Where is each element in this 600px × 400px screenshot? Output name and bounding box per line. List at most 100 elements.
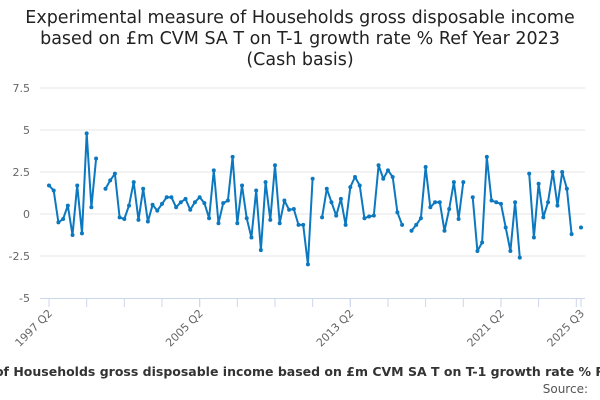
series-line (49, 133, 581, 264)
x-tick-label: 2021 Q2 (465, 307, 508, 350)
data-point (282, 198, 287, 203)
data-point (244, 216, 249, 221)
y-tick-label: -5 (19, 292, 30, 305)
data-point (301, 222, 306, 227)
data-point (65, 203, 70, 208)
y-tick-label: 5 (23, 124, 30, 137)
data-point (418, 216, 423, 221)
data-point (216, 221, 221, 226)
data-point (150, 202, 155, 207)
data-point (423, 164, 428, 169)
data-point (508, 248, 513, 253)
data-point (400, 222, 405, 227)
x-axis-label: of Households gross disposable income ba… (0, 364, 600, 379)
data-point (221, 201, 226, 206)
x-tick-label: 2013 Q2 (314, 307, 357, 350)
data-point (159, 201, 164, 206)
data-point (442, 228, 447, 233)
data-point (79, 231, 84, 236)
data-point (94, 156, 99, 161)
data-point (127, 203, 132, 208)
data-point (122, 217, 127, 222)
data-point (230, 154, 235, 159)
data-point (371, 213, 376, 218)
data-point (268, 217, 273, 222)
data-point (456, 217, 461, 222)
data-point (131, 180, 136, 185)
data-point (155, 208, 160, 213)
data-point (376, 163, 381, 168)
data-point (235, 221, 240, 226)
y-tick-label: 7.5 (13, 82, 31, 95)
data-point (320, 215, 325, 220)
data-point (117, 215, 122, 220)
data-point (188, 207, 193, 212)
data-point (353, 175, 358, 180)
data-point (451, 180, 456, 185)
data-point (503, 225, 508, 230)
data-point (390, 175, 395, 180)
x-tick-label: 2025 Q3 (545, 307, 588, 350)
data-point (89, 205, 94, 210)
data-point (225, 198, 230, 203)
data-point (385, 168, 390, 173)
data-point (51, 188, 56, 193)
data-point (108, 178, 113, 183)
data-point (489, 198, 494, 203)
data-point (240, 183, 245, 188)
data-point (178, 200, 183, 205)
data-point (362, 216, 367, 221)
source-note: Source: (542, 382, 588, 396)
data-point (546, 200, 551, 205)
data-point (263, 180, 268, 185)
data-point (381, 176, 386, 181)
data-point (536, 181, 541, 186)
data-point (249, 235, 254, 240)
data-point (409, 228, 414, 233)
data-point (145, 219, 150, 224)
data-point (112, 171, 117, 176)
data-point (461, 180, 466, 185)
data-point (197, 195, 202, 200)
x-tick-label: 1997 Q2 (13, 307, 56, 350)
data-point (47, 183, 51, 188)
data-point (428, 205, 433, 210)
data-point (531, 235, 536, 240)
data-point (357, 183, 362, 188)
data-point (183, 196, 188, 201)
data-point (334, 213, 339, 218)
data-point (470, 195, 475, 200)
y-tick-label: -2.5 (9, 250, 30, 263)
data-point (202, 201, 207, 206)
data-point (296, 222, 301, 227)
data-point (348, 185, 353, 190)
data-point (164, 195, 169, 200)
data-point (480, 240, 485, 245)
data-point (84, 131, 89, 136)
data-point (254, 188, 259, 193)
data-point (513, 200, 518, 205)
data-point (287, 207, 292, 212)
data-point (564, 186, 569, 191)
data-point (527, 171, 532, 176)
data-point (56, 220, 61, 225)
data-point (560, 170, 565, 174)
data-point (141, 186, 146, 191)
data-point (475, 248, 480, 253)
data-point (579, 225, 583, 230)
data-point (192, 200, 197, 205)
x-tick-label: 2005 Q2 (163, 307, 206, 350)
y-tick-label: 0 (23, 208, 30, 221)
data-point (211, 168, 216, 173)
data-point (447, 206, 452, 211)
data-point (550, 170, 555, 174)
data-point (367, 214, 372, 219)
chart-title: Experimental measure of Households gross… (25, 8, 575, 70)
data-point (484, 154, 489, 159)
data-point (414, 222, 419, 227)
data-point (494, 200, 499, 205)
data-point (61, 217, 66, 222)
data-point (437, 200, 442, 205)
